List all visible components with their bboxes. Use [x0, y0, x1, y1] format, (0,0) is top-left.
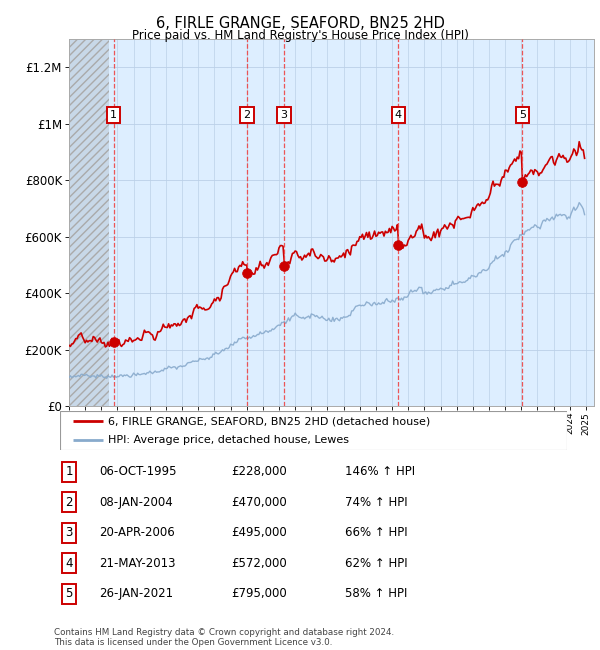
Text: 66% ↑ HPI: 66% ↑ HPI [345, 526, 407, 539]
FancyBboxPatch shape [60, 411, 567, 450]
Text: Price paid vs. HM Land Registry's House Price Index (HPI): Price paid vs. HM Land Registry's House … [131, 29, 469, 42]
Text: 06-OCT-1995: 06-OCT-1995 [99, 465, 176, 478]
Text: 2: 2 [244, 111, 251, 120]
Text: 3: 3 [65, 526, 73, 539]
Text: 74% ↑ HPI: 74% ↑ HPI [345, 495, 407, 508]
Text: £228,000: £228,000 [231, 465, 287, 478]
Text: 2: 2 [65, 495, 73, 508]
Text: 4: 4 [65, 556, 73, 569]
Text: £470,000: £470,000 [231, 495, 287, 508]
Text: 20-APR-2006: 20-APR-2006 [99, 526, 175, 539]
Bar [69, 39, 109, 406]
Text: 5: 5 [519, 111, 526, 120]
Text: 1: 1 [110, 111, 117, 120]
Text: Contains HM Land Registry data © Crown copyright and database right 2024.: Contains HM Land Registry data © Crown c… [54, 628, 394, 637]
Text: This data is licensed under the Open Government Licence v3.0.: This data is licensed under the Open Gov… [54, 638, 332, 647]
Text: 62% ↑ HPI: 62% ↑ HPI [345, 556, 407, 569]
Text: £495,000: £495,000 [231, 526, 287, 539]
Text: 58% ↑ HPI: 58% ↑ HPI [345, 588, 407, 601]
Text: 146% ↑ HPI: 146% ↑ HPI [345, 465, 415, 478]
Text: 6, FIRLE GRANGE, SEAFORD, BN25 2HD (detached house): 6, FIRLE GRANGE, SEAFORD, BN25 2HD (deta… [108, 417, 430, 426]
Text: £795,000: £795,000 [231, 588, 287, 601]
Text: 5: 5 [65, 588, 73, 601]
Text: £572,000: £572,000 [231, 556, 287, 569]
Text: HPI: Average price, detached house, Lewes: HPI: Average price, detached house, Lewe… [108, 435, 349, 445]
Text: 1: 1 [65, 465, 73, 478]
Text: 08-JAN-2004: 08-JAN-2004 [99, 495, 173, 508]
Text: 6, FIRLE GRANGE, SEAFORD, BN25 2HD: 6, FIRLE GRANGE, SEAFORD, BN25 2HD [155, 16, 445, 31]
Text: 3: 3 [281, 111, 287, 120]
Text: 4: 4 [395, 111, 402, 120]
Text: 21-MAY-2013: 21-MAY-2013 [99, 556, 176, 569]
Text: 26-JAN-2021: 26-JAN-2021 [99, 588, 173, 601]
